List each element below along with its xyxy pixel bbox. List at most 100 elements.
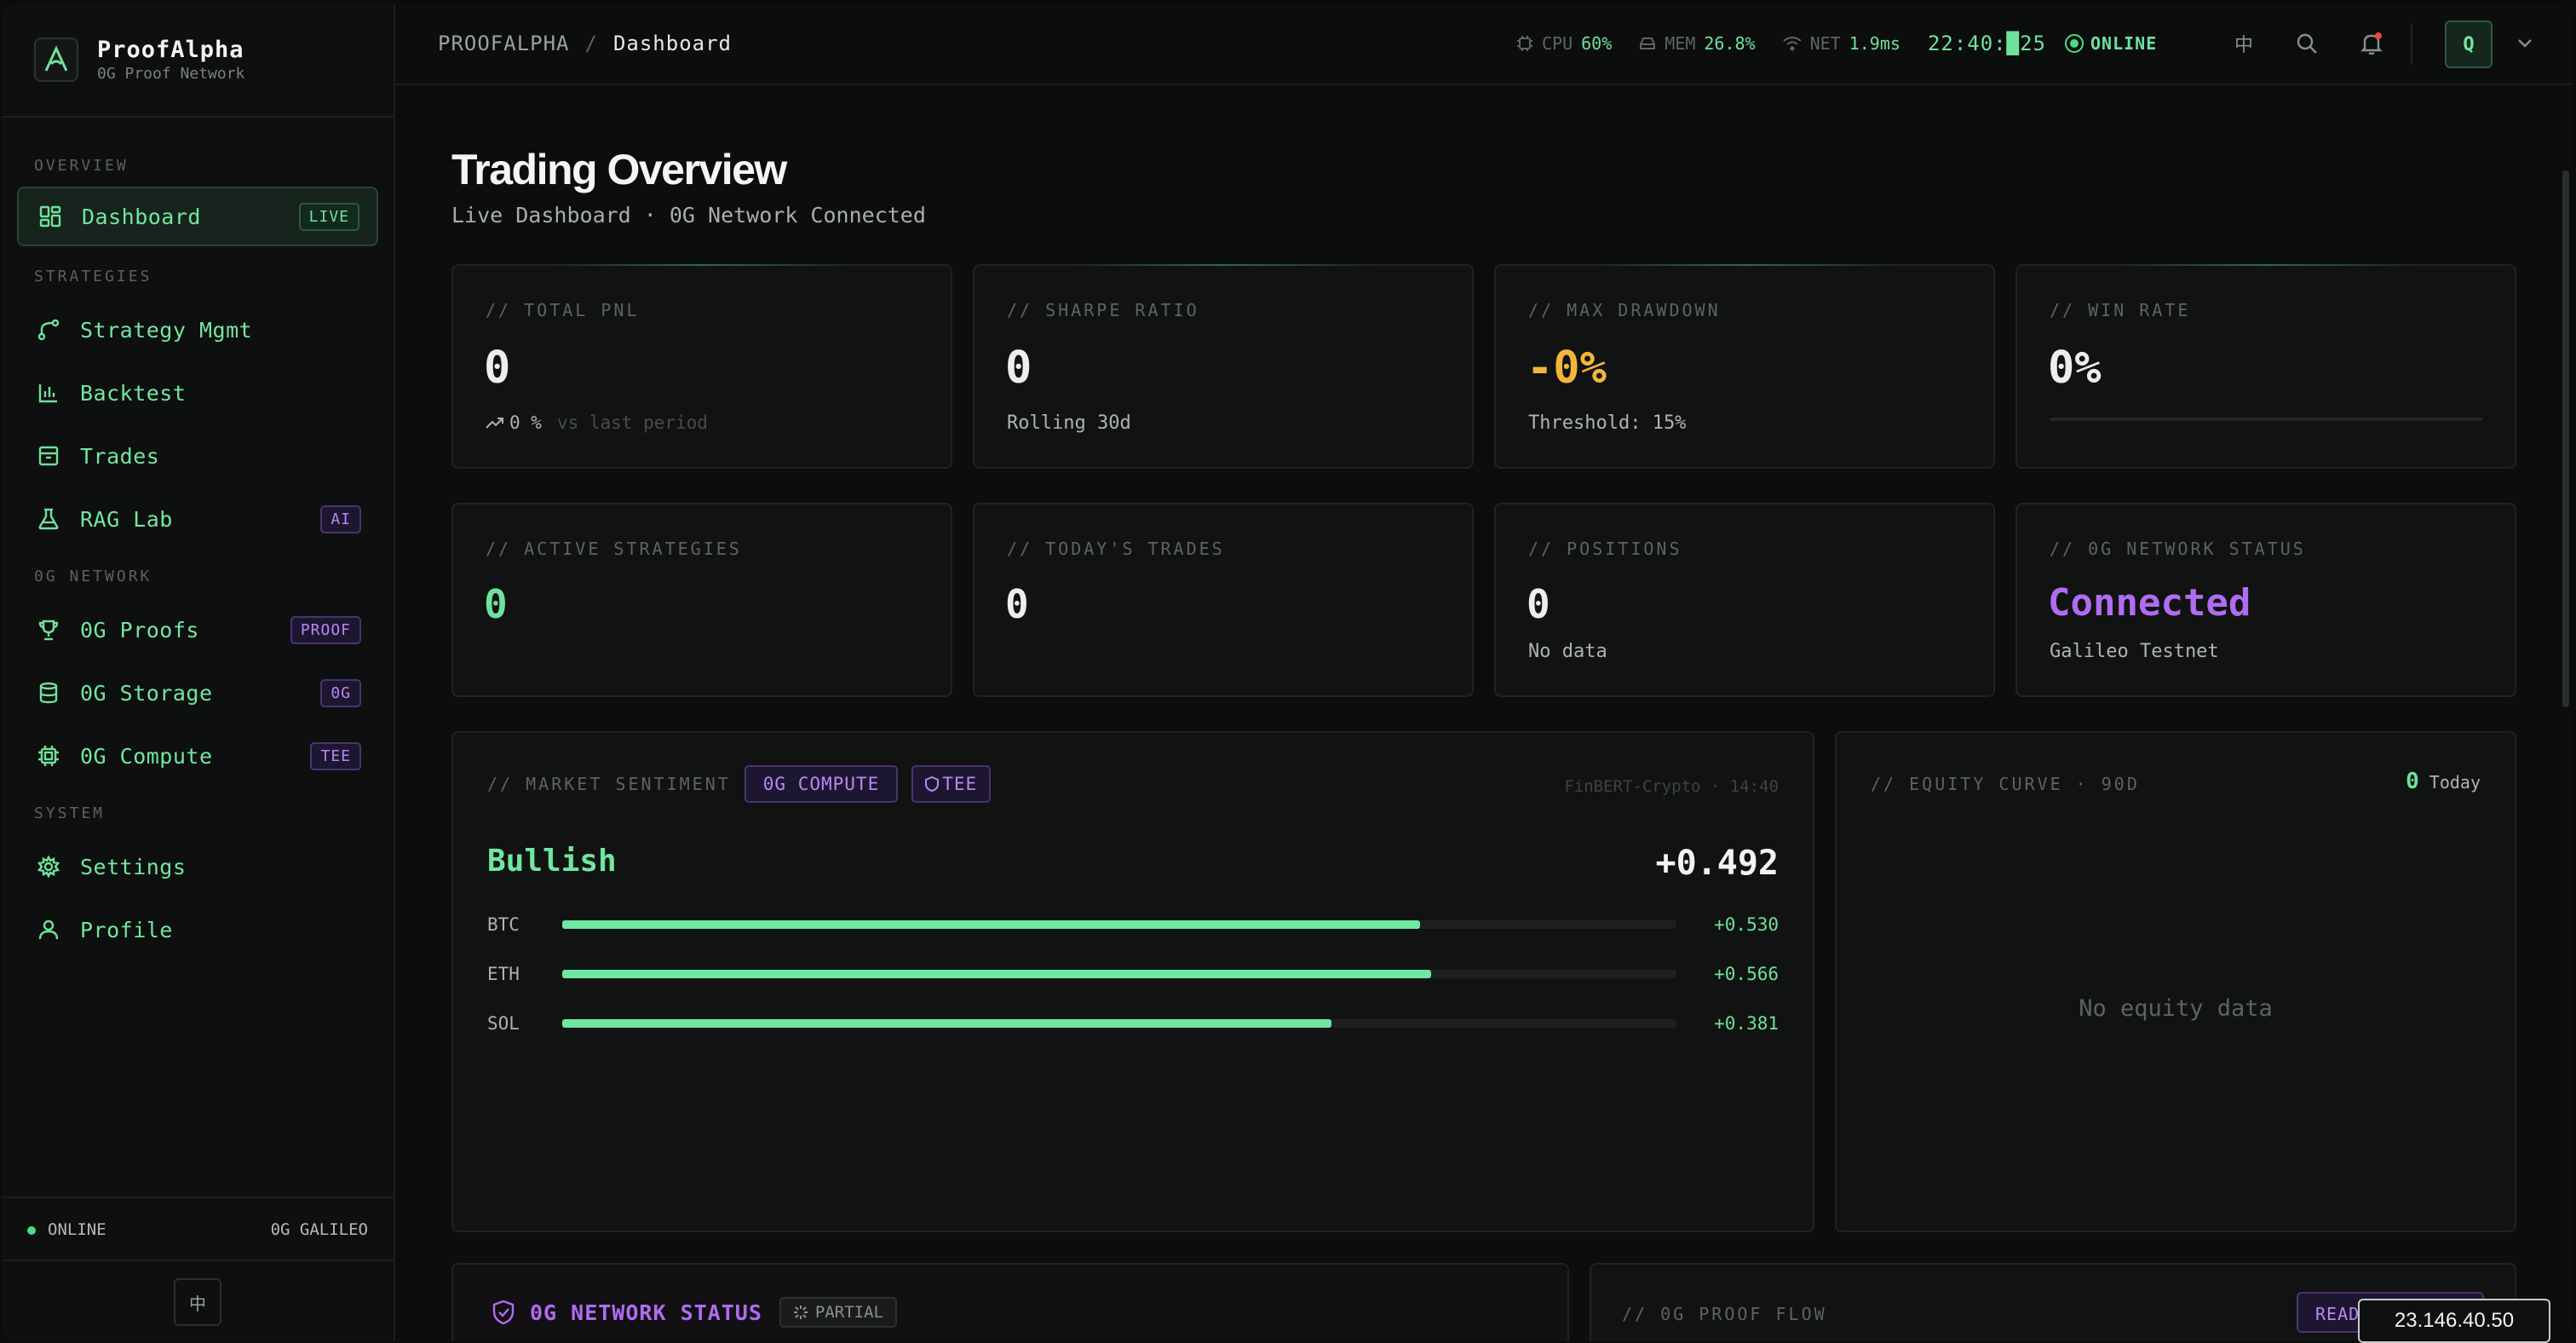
kpi-sub: Threshold: 15%	[1528, 412, 1687, 434]
clock: 22:40:█25	[1927, 32, 2046, 55]
sidebar-item-0g-proofs[interactable]: 0G Proofs PROOF	[17, 600, 378, 660]
sentiment-score: +0.492	[1655, 844, 1780, 883]
section-strategies: STRATEGIES	[34, 268, 152, 285]
box-icon	[36, 443, 61, 469]
bell-icon[interactable]	[2355, 26, 2389, 61]
flask-icon	[36, 506, 61, 532]
kpi-value: 0	[484, 343, 511, 394]
sidebar-item-label: Settings	[80, 854, 187, 879]
search-icon[interactable]	[2290, 26, 2324, 61]
equity-curve-panel: // EQUITY CURVE · 90D 0 Today No equity …	[1835, 731, 2516, 1232]
chevron-down-icon[interactable]	[2508, 26, 2542, 61]
sentiment-verdict: Bullish	[487, 844, 617, 879]
kpi-change: 0 % vs last period	[486, 412, 708, 433]
footer-status-label: ONLINE	[48, 1220, 106, 1239]
sentiment-header: // MARKET SENTIMENT 0G COMPUTE TEE	[487, 765, 992, 803]
brand[interactable]: ProofAlpha 0G Proof Network	[2, 3, 394, 118]
sidebar-item-label: Strategy Mgmt	[80, 317, 253, 343]
sidebar-item-0g-compute[interactable]: 0G Compute TEE	[17, 726, 378, 786]
sentiment-symbol: SOL	[487, 1013, 520, 1034]
language-toggle-button[interactable]: 中	[174, 1278, 221, 1326]
partial-badge-label: PARTIAL	[814, 1303, 883, 1322]
cpu-value: 60%	[1581, 33, 1613, 54]
kpi-max-drawdown: // MAX DRAWDOWN -0% Threshold: 15%	[1494, 264, 1995, 469]
online-status-label: ONLINE	[2090, 33, 2158, 54]
kpi-positions: // POSITIONS 0 No data	[1494, 503, 1995, 697]
0g-network-status-panel: 0G NETWORK STATUS PARTIAL	[451, 1263, 1569, 1341]
sidebar-item-label: Trades	[80, 443, 160, 469]
sidebar-item-backtest[interactable]: Backtest	[17, 363, 378, 423]
section-overview: OVERVIEW	[34, 157, 129, 175]
tee-tag: TEE	[911, 765, 992, 803]
sidebar-item-settings[interactable]: Settings	[17, 837, 378, 896]
kpi-sharpe-ratio: // SHARPE RATIO 0 Rolling 30d	[973, 264, 1474, 469]
page-subtitle: Live Dashboard · 0G Network Connected	[451, 203, 926, 228]
app-window: ProofAlpha 0G Proof Network OVERVIEW Das…	[2, 3, 2573, 1341]
sentiment-score-value: +0.381	[1714, 1013, 1779, 1034]
model-timestamp: FinBERT-Crypto · 14:40	[1564, 777, 1779, 796]
brand-subtitle: 0G Proof Network	[97, 65, 245, 83]
kpi-sub: Galileo Testnet	[2050, 641, 2219, 662]
topbar: PROOFALPHA / Dashboard CPU 60% MEM 26.8% NET…	[395, 3, 2573, 85]
status-ring-icon	[2064, 34, 2084, 53]
trend-up-icon	[486, 418, 503, 429]
breadcrumb-separator: /	[584, 32, 598, 55]
user-icon	[36, 917, 61, 942]
scrollbar[interactable]	[2562, 170, 2569, 707]
card-accent	[1073, 264, 1373, 266]
sentiment-row-btc: BTC +0.530	[487, 912, 1779, 937]
sentiment-score-value: +0.530	[1714, 914, 1779, 935]
kpi-win-rate: // WIN RATE 0%	[2015, 264, 2516, 469]
kpi-change-value: 0 %	[509, 412, 542, 433]
equity-summary: 0 Today	[2406, 769, 2481, 794]
mem-value: 26.8%	[1704, 33, 1756, 54]
sidebar-item-strategy-mgmt[interactable]: Strategy Mgmt	[17, 300, 378, 360]
proof-badge: PROOF	[290, 615, 361, 644]
live-badge: LIVE	[298, 202, 359, 231]
trophy-icon	[36, 617, 61, 643]
breadcrumb-current: Dashboard	[612, 32, 732, 55]
sidebar-item-label: 0G Proofs	[80, 617, 199, 643]
net-value: 1.9ms	[1849, 33, 1900, 54]
sidebar-item-profile[interactable]: Profile	[17, 900, 378, 960]
sidebar-item-label: Profile	[80, 917, 173, 942]
card-accent	[552, 264, 852, 266]
sentiment-score-value: +0.566	[1714, 964, 1779, 984]
language-button[interactable]: 中	[2234, 35, 2253, 56]
sentiment-bar-track	[562, 970, 1676, 978]
sidebar-item-dashboard[interactable]: Dashboard LIVE	[17, 187, 378, 246]
proof-flow-label: // 0G PROOF FLOW	[1622, 1304, 1827, 1324]
spark-icon	[793, 1306, 808, 1319]
equity-empty-state: No equity data	[2079, 995, 2273, 1022]
kpi-label: // 0G NETWORK STATUS	[2050, 539, 2306, 559]
kpi-total-pnl: // TOTAL PNL 0 0 % vs last period	[451, 264, 952, 469]
sidebar-item-trades[interactable]: Trades	[17, 426, 378, 486]
kpi-sub: No data	[1528, 641, 1607, 662]
network-panel-title: 0G NETWORK STATUS	[530, 1300, 762, 1325]
cpu-label: CPU	[1542, 33, 1573, 54]
kpi-label: // SHARPE RATIO	[1007, 300, 1199, 320]
cpu-icon	[36, 743, 61, 769]
bar-chart-icon	[36, 380, 61, 406]
tee-tag-label: TEE	[942, 774, 978, 794]
sentiment-bar-fill	[562, 970, 1432, 978]
breadcrumb: PROOFALPHA / Dashboard	[438, 32, 732, 55]
sidebar-item-0g-storage[interactable]: 0G Storage 0G	[17, 663, 378, 723]
main-content: Trading Overview Live Dashboard · 0G Net…	[395, 85, 2573, 1341]
sentiment-bar-fill	[562, 920, 1421, 929]
database-icon	[36, 680, 61, 706]
wifi-icon	[1782, 37, 1802, 51]
breadcrumb-root[interactable]: PROOFALPHA	[438, 32, 570, 55]
mem-label: MEM	[1665, 33, 1696, 54]
sidebar-item-rag-lab[interactable]: RAG Lab AI	[17, 489, 378, 549]
kpi-value: 0	[484, 581, 508, 627]
sidebar: ProofAlpha 0G Proof Network OVERVIEW Das…	[2, 3, 395, 1341]
kpi-value: Connected	[2048, 581, 2251, 625]
card-accent	[1595, 264, 1895, 266]
branch-icon	[36, 317, 61, 343]
equity-value: 0	[2406, 769, 2419, 794]
avatar[interactable]: Q	[2445, 20, 2493, 68]
divider	[2, 1259, 394, 1261]
brand-name: ProofAlpha	[97, 37, 244, 63]
grid-icon	[37, 204, 63, 229]
